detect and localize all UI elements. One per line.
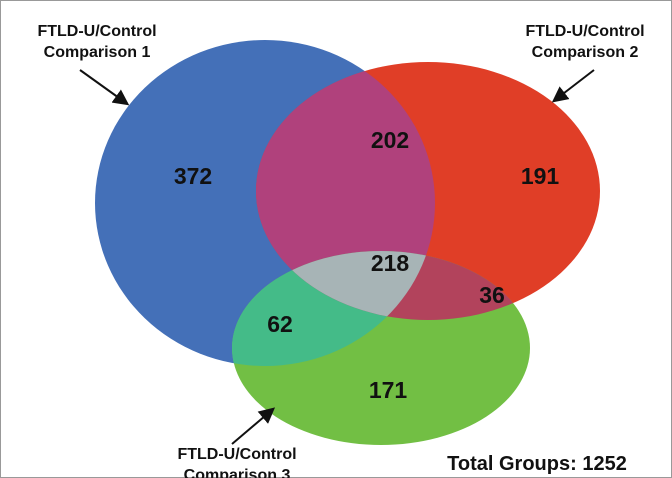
region-count: 36 [479, 282, 505, 308]
arrow [551, 69, 595, 103]
region-count: 372 [174, 163, 212, 189]
set-label: Comparison 2 [532, 44, 639, 61]
arrow [231, 407, 276, 445]
region-count: 218 [371, 250, 410, 276]
region-count: 62 [267, 311, 293, 337]
arrow [79, 69, 130, 106]
set-label: FTLD-U/Control [37, 23, 156, 40]
region-count: 191 [521, 163, 560, 189]
set-label: Comparison 3 [184, 467, 291, 478]
region-count: 171 [369, 377, 408, 403]
total-groups: Total Groups: 1252 [447, 453, 627, 475]
set-label: FTLD-U/Control [177, 446, 296, 463]
set-label: Comparison 1 [44, 44, 151, 61]
set-label: FTLD-U/Control [525, 23, 644, 40]
region-count: 202 [371, 127, 409, 153]
